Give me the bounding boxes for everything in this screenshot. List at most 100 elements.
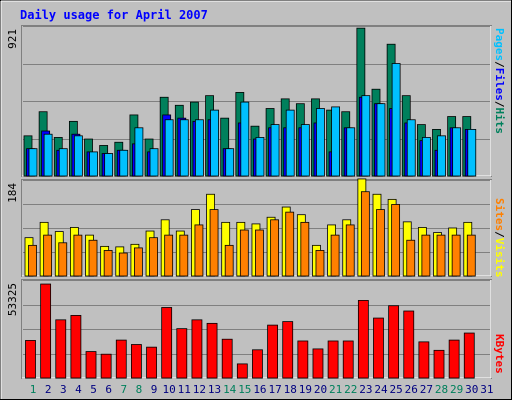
kbytes-bar [357, 300, 369, 379]
kbytes-bar [40, 283, 52, 379]
legend-kbytes: KBytes [493, 334, 506, 374]
kbytes-bar [373, 317, 384, 379]
day-label: 15 [238, 383, 251, 396]
sites-bar [466, 234, 476, 277]
kbytes-bar [327, 340, 339, 379]
legend-visits: Visits [493, 238, 506, 278]
kbytes-bar [342, 340, 354, 379]
sites-bar [315, 250, 325, 277]
sites-bar [376, 209, 385, 277]
visits-max-label: 184 [6, 183, 19, 203]
sites-bar [360, 191, 370, 277]
pages-bar [316, 108, 325, 177]
day-label: 9 [151, 383, 158, 396]
day-label: 14 [223, 383, 237, 396]
kbytes-bar [267, 324, 278, 379]
kbytes-bar [312, 348, 324, 379]
sites-bar [300, 221, 310, 277]
kbytes-bar [100, 353, 112, 379]
kbytes-bar [85, 351, 97, 379]
sites-bar [270, 219, 279, 277]
kbytes-bar [282, 321, 294, 379]
day-label: 21 [329, 383, 342, 396]
day-label: 30 [465, 383, 478, 396]
day-label: 29 [450, 383, 463, 396]
sites-bar [330, 234, 340, 277]
sites-bar [118, 252, 128, 277]
day-label: 13 [208, 383, 221, 396]
pages-bar [255, 137, 265, 177]
kbytes-bar [403, 310, 415, 379]
day-label: 20 [314, 383, 327, 396]
kbytes-bar [131, 344, 142, 379]
kbytes-bar [297, 340, 309, 379]
kbytes-max-label: 53325 [6, 283, 19, 316]
kbytes-bar [176, 328, 188, 379]
pages-bar [119, 149, 129, 177]
sites-bar [149, 237, 158, 277]
kbytes-bar [252, 349, 263, 379]
day-label: 10 [163, 383, 176, 396]
kbytes-bars [25, 283, 475, 379]
sites-bar [73, 234, 83, 277]
sites-bar [103, 250, 113, 277]
pages-bar [58, 148, 68, 177]
day-label: 11 [178, 383, 191, 396]
kbytes-bar [70, 315, 82, 379]
legend-sep-1: / [493, 61, 506, 68]
pages-bar [331, 106, 341, 177]
chart-title: Daily usage for April 2007 [20, 8, 208, 22]
day-label: 22 [344, 383, 357, 396]
day-label: 2 [45, 383, 52, 396]
pages-bar [164, 119, 174, 177]
pages-bar [406, 119, 416, 177]
kbytes-bar [191, 319, 203, 379]
sites-bar [58, 242, 68, 277]
pages-bar [195, 119, 204, 177]
legend-files: Files [493, 68, 506, 101]
pages-bar [89, 151, 98, 177]
day-label: 6 [105, 383, 112, 396]
sites-bar [436, 234, 446, 277]
visits-sites-legend: Sites/Visits [493, 198, 506, 278]
legend-pages: Pages [493, 28, 506, 61]
pages-bar [134, 127, 144, 177]
day-label: 12 [193, 383, 206, 396]
sites-bar [164, 234, 174, 277]
legend-sites: Sites [493, 198, 506, 231]
hits-files-pages-legend: Pages/Files/Hits [493, 28, 506, 134]
legend-sep-3: / [493, 231, 506, 238]
day-label: 3 [60, 383, 67, 396]
pages-bar [43, 133, 53, 177]
pages-bar [149, 148, 159, 177]
sites-bar [179, 234, 189, 277]
kbytes-bar [25, 340, 36, 379]
sites-bar [209, 209, 219, 277]
sites-bar [194, 224, 204, 277]
kbytes-bar [55, 319, 67, 379]
sites-bar [285, 211, 295, 277]
pages-bar [376, 103, 386, 177]
kbytes-bar [221, 338, 233, 379]
day-label: 5 [90, 383, 97, 396]
pages-bar [104, 153, 114, 177]
pages-bar [225, 148, 235, 177]
sites-bar [391, 204, 401, 277]
sites-bar [255, 229, 264, 277]
pages-bar [452, 127, 462, 177]
pages-bar [28, 148, 38, 177]
sites-bar [28, 244, 37, 277]
kbytes-bar [115, 339, 127, 379]
pages-bar [391, 63, 401, 177]
kbytes-bar [388, 305, 400, 379]
legend-sep-2: / [493, 101, 506, 108]
day-label: 27 [420, 383, 433, 396]
kbytes-bar [463, 332, 475, 379]
kbytes-bar [236, 363, 248, 379]
day-label: 1 [30, 383, 37, 396]
day-label: 16 [253, 383, 266, 396]
pages-bar [285, 109, 295, 177]
sites-bar [421, 234, 431, 277]
